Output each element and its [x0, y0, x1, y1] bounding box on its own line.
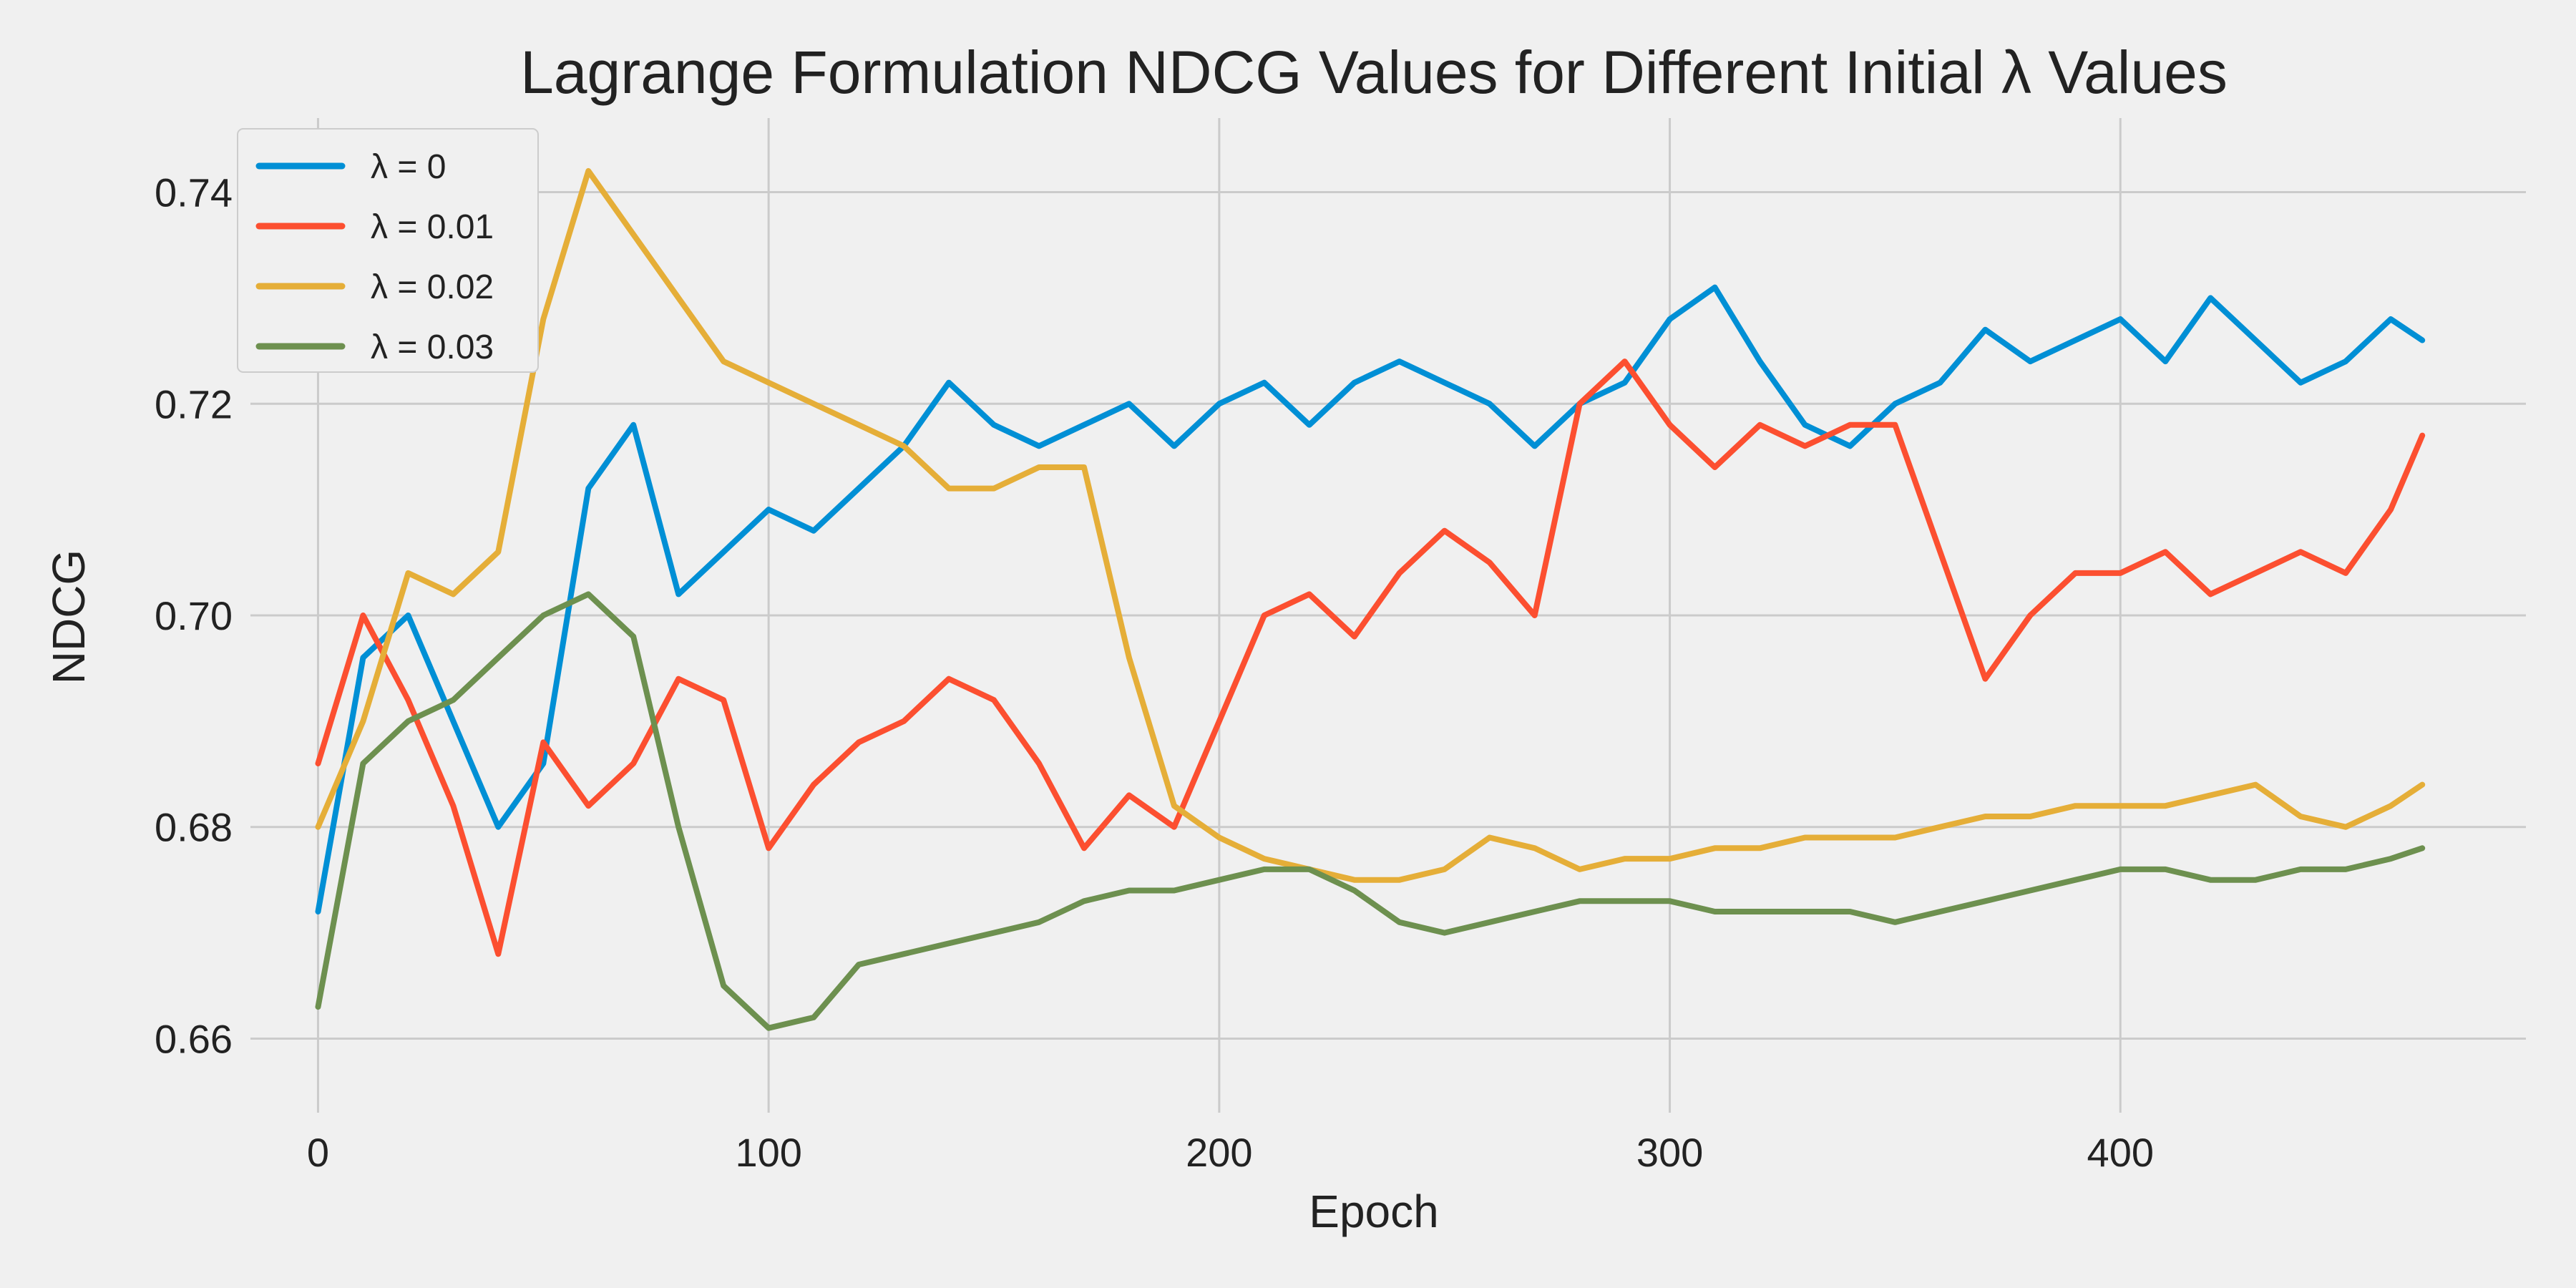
x-axis-ticks: 0 100 200 300 400 [307, 1130, 2154, 1175]
x-axis-label: Epoch [1309, 1186, 1438, 1237]
chart-title: Lagrange Formulation NDCG Values for Dif… [520, 39, 2228, 106]
y-tick-label: 0.68 [155, 805, 233, 850]
y-tick-label: 0.70 [155, 593, 233, 638]
x-tick-label: 300 [1636, 1130, 1703, 1175]
x-tick-label: 400 [2087, 1130, 2154, 1175]
grid [250, 118, 2526, 1113]
series-lines [315, 167, 2426, 1031]
legend-box [237, 128, 539, 373]
y-axis-ticks: 0.66 0.68 0.70 0.72 0.74 [155, 170, 233, 1062]
series-line-1 [315, 358, 2426, 957]
legend-label: λ = 0.01 [371, 208, 494, 246]
legend-label: λ = 0.03 [371, 328, 494, 366]
x-tick-label: 100 [735, 1130, 801, 1175]
legend-label: λ = 0.02 [371, 268, 494, 306]
y-tick-label: 0.74 [155, 170, 233, 215]
legend-label: λ = 0 [371, 148, 446, 186]
y-tick-label: 0.66 [155, 1016, 233, 1061]
x-tick-label: 0 [307, 1130, 329, 1175]
x-tick-label: 200 [1186, 1130, 1252, 1175]
series-line-0 [315, 284, 2426, 914]
legend: λ = 0 λ = 0.01 λ = 0.02 λ = 0.03 [237, 128, 539, 373]
series-line-2 [315, 167, 2426, 883]
series-line-3 [315, 591, 2426, 1031]
y-axis-label: NDCG [43, 550, 94, 684]
y-tick-label: 0.72 [155, 381, 233, 426]
